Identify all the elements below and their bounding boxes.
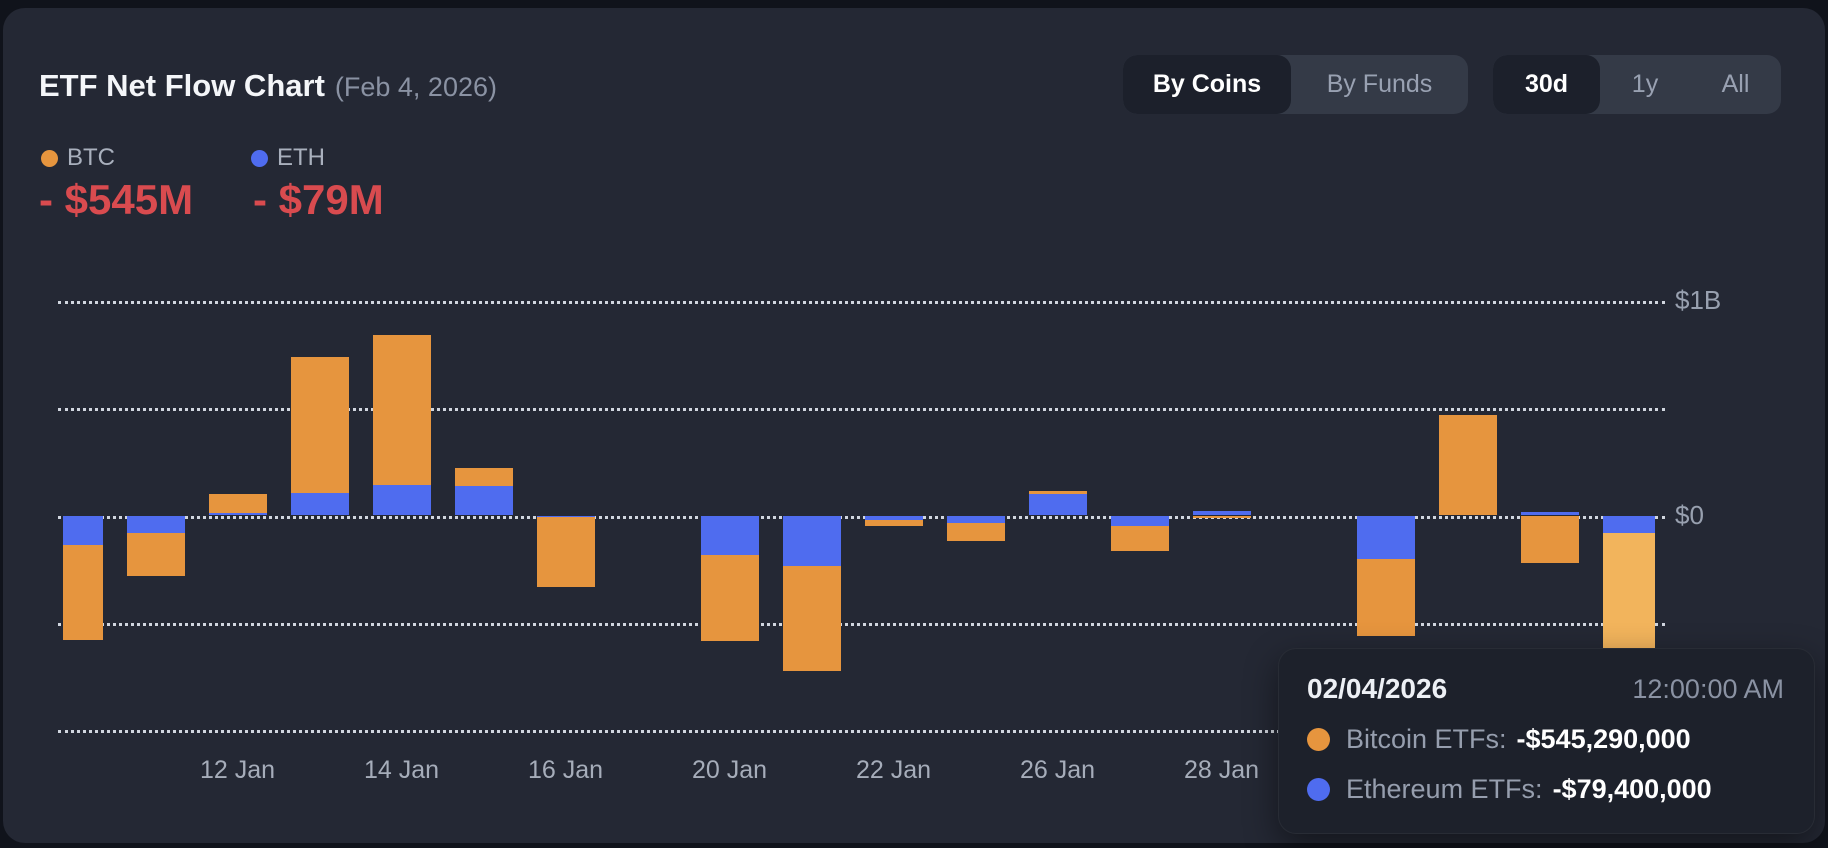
bar-eth-4-feb[interactable] <box>1602 515 1655 533</box>
bar-btc-16-jan[interactable] <box>536 517 595 587</box>
eth-net-flow-value: - $79M <box>253 176 384 223</box>
y-tick-label: $0 <box>1675 499 1704 530</box>
bar-eth-30-jan[interactable] <box>1356 515 1415 559</box>
bar-btc-23-jan[interactable] <box>946 523 1005 542</box>
range-30d-button[interactable]: 30d <box>1493 55 1600 114</box>
bar-btc-3-feb[interactable] <box>1520 515 1579 563</box>
tooltip-row-ethereum: Ethereum ETFs: -$79,400,000 <box>1307 774 1784 805</box>
bar-eth-20-jan[interactable] <box>700 515 759 556</box>
bar-btc-20-jan[interactable] <box>700 555 759 641</box>
bar-btc-27-jan[interactable] <box>1110 526 1169 552</box>
eth-dot-icon <box>1307 778 1330 801</box>
bar-eth-16-jan[interactable] <box>536 515 595 518</box>
eth-legend-label: ETH <box>277 144 325 171</box>
y-tick-label: $1B <box>1675 284 1722 315</box>
x-tick-label: 12 Jan <box>199 756 276 784</box>
chart-tooltip: 02/04/2026 12:00:00 AM Bitcoin ETFs: -$5… <box>1278 648 1815 834</box>
btc-legend-label: BTC <box>67 144 115 171</box>
by-funds-button[interactable]: By Funds <box>1326 70 1433 98</box>
x-tick-label: 22 Jan <box>855 756 932 784</box>
bar-eth-8-jan[interactable] <box>63 515 103 545</box>
gridline <box>58 408 1665 412</box>
bar-eth-23-jan[interactable] <box>946 515 1005 524</box>
x-tick-label: 20 Jan <box>691 756 768 784</box>
bar-btc-8-jan[interactable] <box>63 544 103 640</box>
range-toggle: 30d 1y All <box>1493 55 1781 114</box>
tooltip-row-bitcoin: Bitcoin ETFs: -$545,290,000 <box>1307 724 1784 755</box>
eth-dot-icon <box>251 149 268 167</box>
bar-eth-3-feb[interactable] <box>1520 512 1579 516</box>
x-tick-label: 14 Jan <box>363 756 440 784</box>
gridline <box>58 622 1665 626</box>
bar-btc-21-jan[interactable] <box>782 565 841 672</box>
gridline <box>58 300 1665 304</box>
tooltip-bitcoin-value: -$545,290,000 <box>1516 724 1691 754</box>
bar-btc-14-jan[interactable] <box>372 335 431 486</box>
gridline <box>58 730 1665 734</box>
btc-net-flow-value: - $545M <box>39 176 194 223</box>
bar-eth-13-jan[interactable] <box>290 493 349 516</box>
tooltip-ethereum-value: -$79,400,000 <box>1552 774 1712 804</box>
page-subtitle: (Feb 4, 2026) <box>334 72 497 102</box>
bar-eth-15-jan[interactable] <box>454 486 513 516</box>
view-toggle: By Coins By Funds <box>1123 55 1468 114</box>
page-title-row: ETF Net Flow Chart (Feb 4, 2026) <box>39 68 497 104</box>
bar-btc-4-feb[interactable] <box>1602 532 1655 650</box>
legend-item-btc[interactable]: BTC <box>41 144 115 172</box>
etf-net-flow-card: ETF Net Flow Chart (Feb 4, 2026) By Coins… <box>3 8 1825 843</box>
range-1y-button[interactable]: 1y <box>1631 70 1659 98</box>
bar-btc-30-jan[interactable] <box>1356 558 1415 637</box>
bar-eth-21-jan[interactable] <box>782 515 841 566</box>
bar-btc-26-jan[interactable] <box>1028 490 1087 494</box>
bar-btc-13-jan[interactable] <box>290 357 349 494</box>
tooltip-time: 12:00:00 AM <box>1632 674 1784 704</box>
bar-btc-2-feb[interactable] <box>1438 415 1497 516</box>
x-tick-label: 16 Jan <box>527 756 604 784</box>
tooltip-date: 02/04/2026 <box>1307 673 1448 704</box>
bar-eth-12-jan[interactable] <box>208 513 267 516</box>
page-title: ETF Net Flow Chart <box>39 68 325 103</box>
x-tick-label: 28 Jan <box>1183 756 1260 784</box>
bar-eth-26-jan[interactable] <box>1028 493 1087 516</box>
x-tick-label: 26 Jan <box>1019 756 1096 784</box>
bar-btc-22-jan[interactable] <box>864 520 923 527</box>
bar-btc-15-jan[interactable] <box>454 468 513 487</box>
tooltip-bitcoin-label: Bitcoin ETFs: <box>1346 724 1507 754</box>
bar-eth-9-jan[interactable] <box>126 515 185 534</box>
btc-dot-icon <box>1307 728 1330 751</box>
by-coins-button[interactable]: By Coins <box>1123 55 1291 114</box>
bar-eth-14-jan[interactable] <box>372 485 431 516</box>
bar-btc-12-jan[interactable] <box>208 493 267 514</box>
bar-plot-area <box>63 233 1655 798</box>
bar-btc-9-jan[interactable] <box>126 533 185 577</box>
tooltip-header: 02/04/2026 12:00:00 AM <box>1307 673 1784 705</box>
range-all-button[interactable]: All <box>1721 70 1750 98</box>
bar-eth-22-jan[interactable] <box>864 515 923 521</box>
btc-dot-icon <box>41 149 58 167</box>
legend-item-eth[interactable]: ETH <box>251 144 325 172</box>
gridline <box>58 515 1665 519</box>
bar-btc-28-jan[interactable] <box>1192 515 1251 518</box>
tooltip-ethereum-label: Ethereum ETFs: <box>1346 774 1543 804</box>
bar-eth-27-jan[interactable] <box>1110 515 1169 527</box>
bar-eth-28-jan[interactable] <box>1192 510 1251 516</box>
